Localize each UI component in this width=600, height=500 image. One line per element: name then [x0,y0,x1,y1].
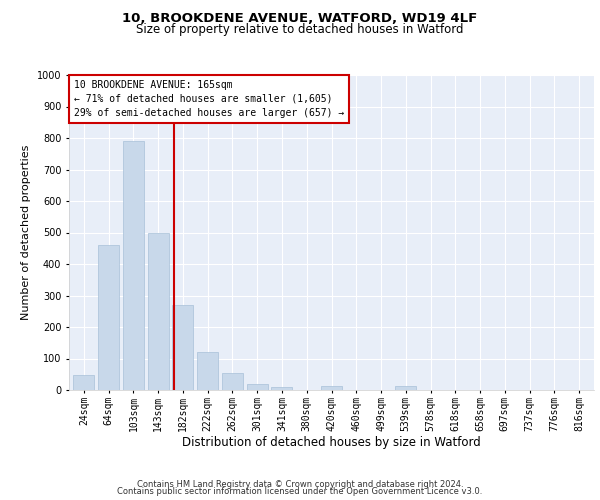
Bar [123,141,144,390]
Bar [148,232,169,390]
Text: Contains HM Land Registry data © Crown copyright and database right 2024.: Contains HM Land Registry data © Crown c… [137,480,463,489]
Bar [73,375,94,390]
Bar [98,245,119,390]
Bar [197,352,218,390]
Bar [395,386,416,390]
Text: 10, BROOKDENE AVENUE, WATFORD, WD19 4LF: 10, BROOKDENE AVENUE, WATFORD, WD19 4LF [122,12,478,26]
Text: 10 BROOKDENE AVENUE: 165sqm
← 71% of detached houses are smaller (1,605)
29% of : 10 BROOKDENE AVENUE: 165sqm ← 71% of det… [74,80,344,118]
Text: Contains public sector information licensed under the Open Government Licence v3: Contains public sector information licen… [118,487,482,496]
Y-axis label: Number of detached properties: Number of detached properties [22,145,31,320]
Text: Size of property relative to detached houses in Watford: Size of property relative to detached ho… [136,22,464,36]
Bar [222,374,243,390]
Bar [271,387,292,390]
X-axis label: Distribution of detached houses by size in Watford: Distribution of detached houses by size … [182,436,481,450]
Bar [172,305,193,390]
Bar [247,384,268,390]
Bar [321,386,342,390]
